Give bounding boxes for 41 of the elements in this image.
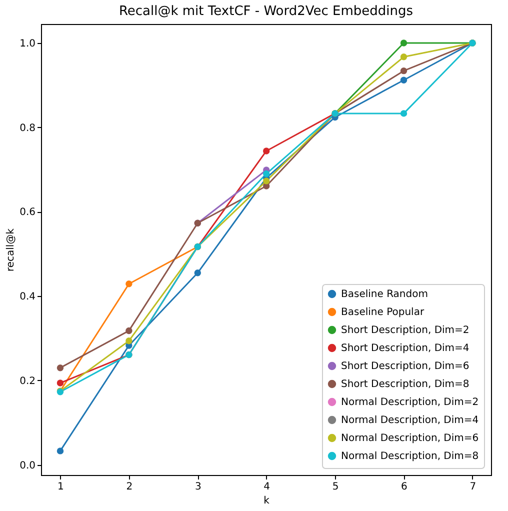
- x-tick-label: 6: [401, 482, 408, 492]
- point: [262, 178, 270, 184]
- x-tick-label: 7: [470, 482, 476, 492]
- legend-label: Short Description, Dim=4: [341, 343, 470, 354]
- y-tick-label: 0.0: [20, 460, 36, 472]
- y-axis-title: recall@k: [6, 228, 17, 272]
- x-tick-label: 3: [194, 482, 202, 492]
- legend-label: Short Description, Dim=6: [341, 361, 470, 372]
- chart-title: Recall@k mit TextCF - Word2Vec Embeddings: [118, 4, 414, 19]
- y-tick-label: 0.4: [20, 292, 36, 303]
- y-tick-label: 0.8: [20, 122, 36, 134]
- legend-label: Short Description, Dim=8: [341, 379, 470, 390]
- point: [400, 76, 408, 84]
- point: [126, 327, 132, 334]
- point: [194, 270, 201, 276]
- x-tick-label: 4: [264, 482, 270, 492]
- point: [400, 67, 408, 74]
- point: [56, 448, 64, 454]
- x-tick-label: 5: [332, 482, 339, 492]
- point: [262, 170, 270, 178]
- point: [400, 54, 408, 60]
- y-tick-label: 0.6: [20, 207, 36, 218]
- legend-label: Baseline Popular: [341, 307, 425, 318]
- x-axis-title: k: [264, 496, 270, 506]
- legend-label: Normal Description, Dim=2: [341, 397, 479, 408]
- legend-label: Normal Description, Dim=4: [341, 415, 479, 426]
- legend-label: Normal Description, Dim=6: [341, 433, 479, 444]
- x-tick-label: 2: [126, 482, 133, 492]
- point: [400, 110, 408, 117]
- point: [56, 380, 64, 386]
- point: [126, 280, 132, 288]
- y-tick-label: 0.2: [20, 376, 36, 387]
- point: [126, 337, 132, 344]
- y-tick-label: 1.0: [20, 38, 36, 50]
- point: [400, 40, 408, 46]
- x-tick-label: 1: [58, 482, 64, 492]
- legend-label: Normal Description, Dim=8: [341, 451, 479, 462]
- legend-label: Baseline Random: [341, 289, 428, 300]
- point: [56, 364, 64, 372]
- legend-label: Short Description, Dim=2: [341, 325, 470, 336]
- point: [262, 148, 270, 154]
